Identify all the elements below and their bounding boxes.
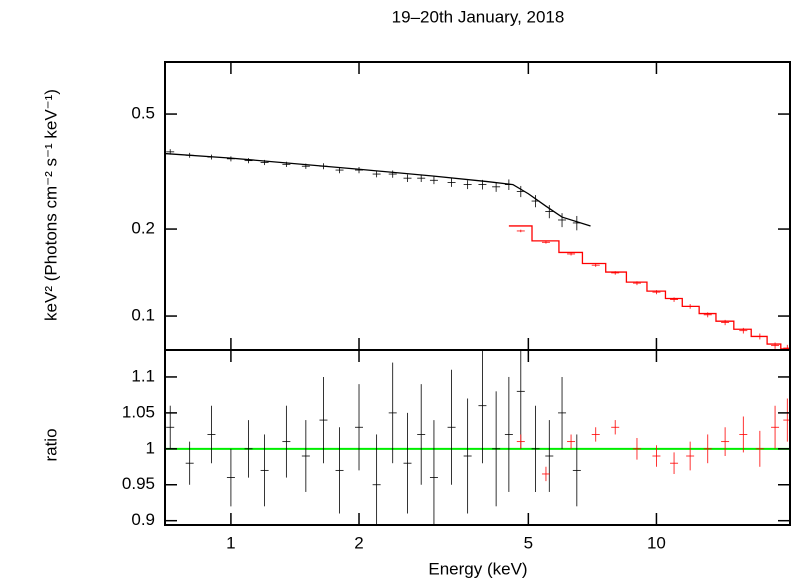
error-point xyxy=(301,420,310,492)
error-point xyxy=(403,412,412,514)
x-tick-label: 2 xyxy=(354,533,363,552)
error-point xyxy=(282,405,291,478)
error-point xyxy=(417,384,426,485)
y-tick-label: 1 xyxy=(146,438,155,457)
x-tick-label: 10 xyxy=(647,533,666,552)
error-point xyxy=(670,452,679,474)
error-point xyxy=(531,405,540,492)
error-point xyxy=(545,420,554,492)
error-point xyxy=(516,229,525,233)
x-tick-label: 1 xyxy=(226,533,235,552)
error-point xyxy=(429,420,438,525)
model-line xyxy=(165,152,591,227)
y-tick-label: 1.05 xyxy=(122,402,155,421)
y-axis-label: ratio xyxy=(41,428,60,461)
error-point xyxy=(447,178,456,187)
error-point xyxy=(463,398,472,514)
y-tick-label: 0.2 xyxy=(131,219,155,238)
error-point xyxy=(226,448,235,507)
x-tick-label: 5 xyxy=(524,533,533,552)
error-point xyxy=(516,350,525,449)
error-point xyxy=(403,174,412,182)
error-point xyxy=(185,441,194,485)
error-point xyxy=(558,213,567,228)
error-point xyxy=(388,362,397,464)
error-point xyxy=(721,427,730,457)
error-point xyxy=(372,170,381,178)
y-tick-label: 0.95 xyxy=(122,474,155,493)
error-point xyxy=(355,384,364,471)
error-point xyxy=(572,434,581,507)
error-point xyxy=(319,376,328,464)
error-point xyxy=(686,441,695,471)
error-point xyxy=(492,391,501,507)
error-point xyxy=(567,434,576,449)
y-tick-label: 0.1 xyxy=(131,306,155,325)
error-point xyxy=(755,430,764,467)
error-point xyxy=(652,445,661,467)
error-point xyxy=(771,405,780,449)
error-point xyxy=(244,158,253,164)
error-point xyxy=(611,420,620,435)
error-point xyxy=(463,180,472,190)
plot-frame xyxy=(164,349,791,526)
error-point xyxy=(558,376,567,449)
model-step xyxy=(508,225,790,350)
plot-area xyxy=(165,149,790,350)
error-point xyxy=(244,420,253,478)
error-point xyxy=(492,181,501,192)
error-point xyxy=(591,427,600,442)
error-point xyxy=(207,405,216,464)
error-point xyxy=(429,176,438,185)
plot-area xyxy=(165,350,790,525)
error-point xyxy=(545,205,554,219)
error-point xyxy=(541,466,550,482)
error-point xyxy=(632,438,641,460)
y-tick-label: 0.5 xyxy=(131,104,155,123)
error-point xyxy=(739,416,748,453)
error-point xyxy=(260,434,269,507)
x-axis-label: Energy (keV) xyxy=(428,559,527,578)
y-tick-label: 1.1 xyxy=(131,366,155,385)
y-tick-label: 0.9 xyxy=(131,510,155,529)
error-point xyxy=(372,434,381,525)
error-point xyxy=(703,434,712,464)
error-point xyxy=(478,350,487,464)
chart-title: 19–20th January, 2018 xyxy=(392,7,565,26)
error-point xyxy=(335,427,344,514)
y-axis-label: keV² (Photons cm⁻² s⁻¹ keV⁻¹) xyxy=(41,89,60,321)
error-point xyxy=(388,170,397,178)
error-point xyxy=(417,174,426,182)
error-point xyxy=(516,434,525,449)
error-point xyxy=(504,376,513,492)
error-point xyxy=(447,369,456,485)
